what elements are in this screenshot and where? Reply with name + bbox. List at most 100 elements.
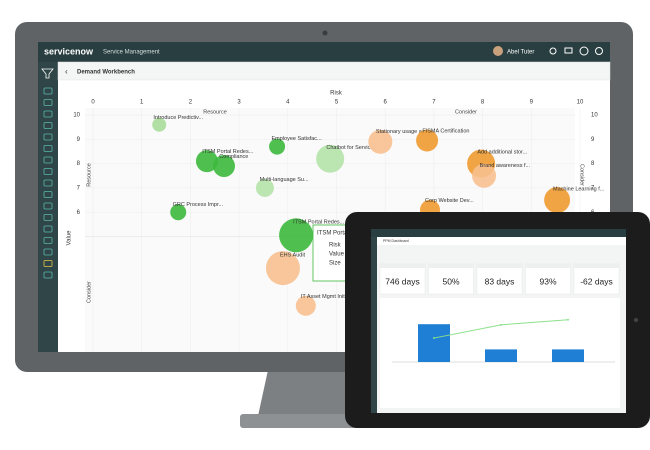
nav-icon[interactable] — [43, 168, 53, 175]
x-axis-title: Risk — [330, 91, 343, 97]
bubble-label: GRC Process Impr... — [173, 202, 224, 208]
nav-icon[interactable] — [43, 248, 53, 256]
bar — [418, 324, 450, 362]
kpi-card — [573, 263, 620, 295]
subheader — [57, 61, 611, 81]
bubble[interactable] — [544, 187, 571, 214]
quadrant-label: Consider — [579, 164, 585, 186]
trend-point — [500, 323, 502, 326]
help-icon[interactable] — [579, 46, 589, 56]
y-tick-label: 6 — [77, 210, 81, 216]
bubble[interactable] — [265, 251, 300, 286]
bubble-label: IT Asset Mgmt Init... — [301, 294, 350, 300]
bubble[interactable] — [255, 178, 274, 197]
bubble[interactable] — [269, 138, 286, 155]
bubble[interactable] — [416, 129, 439, 152]
settings-icon[interactable] — [595, 47, 603, 55]
x-tick-label: 8 — [481, 100, 485, 106]
nav-icon[interactable] — [43, 110, 53, 118]
bubble[interactable] — [472, 163, 497, 188]
bubble[interactable] — [195, 150, 218, 173]
tablet-title: PPM Dashboard — [383, 239, 409, 243]
kpi-value: 50% — [442, 276, 459, 286]
nav-icon[interactable] — [43, 271, 53, 279]
nav-icon[interactable] — [43, 122, 53, 129]
x-tick-label: 10 — [577, 100, 584, 106]
page-title: Demand Workbench — [77, 70, 135, 76]
bubble-label: Multi-language Su... — [260, 177, 309, 183]
y-tick-label: 8 — [77, 161, 81, 167]
bar — [552, 349, 584, 362]
bubble[interactable] — [368, 129, 393, 154]
nav-icon[interactable] — [43, 202, 53, 210]
bubble-label: Brand awareness f... — [480, 163, 531, 169]
tablet-camera — [634, 318, 638, 322]
x-tick-label: 6 — [384, 100, 388, 106]
nav-icon[interactable] — [43, 156, 53, 164]
y2-tick-label: 7 — [591, 185, 595, 191]
nav-icon[interactable] — [43, 87, 53, 95]
bubble-label: EHS Audit — [280, 252, 306, 258]
kpi-value: 83 days — [485, 276, 515, 286]
webcam — [322, 30, 328, 36]
kpi-value: 746 days — [385, 276, 420, 286]
nav-icon[interactable] — [43, 145, 53, 152]
x-tick-label: 3 — [237, 100, 241, 106]
y-axis-title: Value — [67, 230, 73, 246]
tooltip-line: Risk — [329, 243, 342, 249]
tooltip-line: Size — [329, 261, 341, 267]
filter-icon — [41, 68, 54, 79]
search-icon[interactable] — [549, 47, 557, 55]
chat-icon[interactable] — [564, 47, 573, 54]
brand: servicenow — [44, 46, 94, 56]
nav-icon[interactable] — [43, 99, 53, 106]
nav-icons — [41, 68, 54, 279]
nav-icon[interactable] — [43, 179, 53, 187]
bubble-label: ITSM Portal Redes... — [202, 149, 254, 155]
product-name: Service Management — [103, 50, 160, 56]
quadrant-label: Resource — [86, 163, 92, 187]
side-nav — [38, 62, 58, 352]
user-name[interactable]: Abel Tuter — [507, 50, 534, 56]
nav-icon[interactable] — [43, 225, 53, 233]
nav-icon[interactable] — [43, 214, 53, 221]
y-tick-label: 10 — [73, 113, 80, 119]
tablet-dashboard: 746 days 50% 83 days 93% -62 days — [379, 263, 620, 363]
kpi-card-header — [477, 264, 522, 268]
quadrant-label: Consider — [455, 109, 477, 115]
trend-point — [433, 337, 435, 340]
kpi-card — [379, 263, 426, 295]
bubble-label: Employee Satisfac... — [271, 136, 322, 142]
bubble[interactable] — [279, 218, 314, 253]
nav-icon[interactable] — [43, 133, 53, 141]
x-tick-label: 5 — [335, 100, 339, 106]
y2-tick-label: 9 — [591, 137, 595, 143]
kpi-card-header — [428, 264, 474, 268]
x-tick-label: 7 — [432, 100, 436, 106]
x-tick-label: 0 — [91, 100, 95, 106]
y-tick-label: 7 — [77, 185, 81, 191]
back-button[interactable]: ‹ — [65, 67, 68, 76]
nav-icon[interactable] — [43, 191, 53, 198]
bubble[interactable] — [295, 295, 316, 316]
tablet-nav — [371, 237, 377, 413]
avatar[interactable] — [493, 46, 503, 56]
bubble-label: ITSM Portal Redes... — [293, 220, 345, 226]
bubble-label: Add additional stor... — [477, 150, 527, 156]
bubble-label: Introduce Predictiv... — [153, 115, 203, 121]
kpi-value: -62 days — [580, 276, 613, 286]
y-tick-label: 9 — [77, 137, 81, 143]
x-tick-label: 2 — [189, 100, 193, 106]
quadrant-label: Resource — [203, 109, 227, 115]
nav-icon[interactable] — [43, 260, 53, 267]
nav-icon[interactable] — [43, 237, 53, 244]
bubble[interactable] — [213, 155, 236, 178]
header-icons — [549, 46, 603, 56]
bubble[interactable] — [152, 117, 167, 132]
bubble[interactable] — [316, 144, 345, 173]
bubble[interactable] — [170, 204, 187, 221]
bubble-label: Chatbot for Servic... — [326, 145, 375, 151]
bubble-label: Stationary usage a... — [376, 129, 427, 135]
